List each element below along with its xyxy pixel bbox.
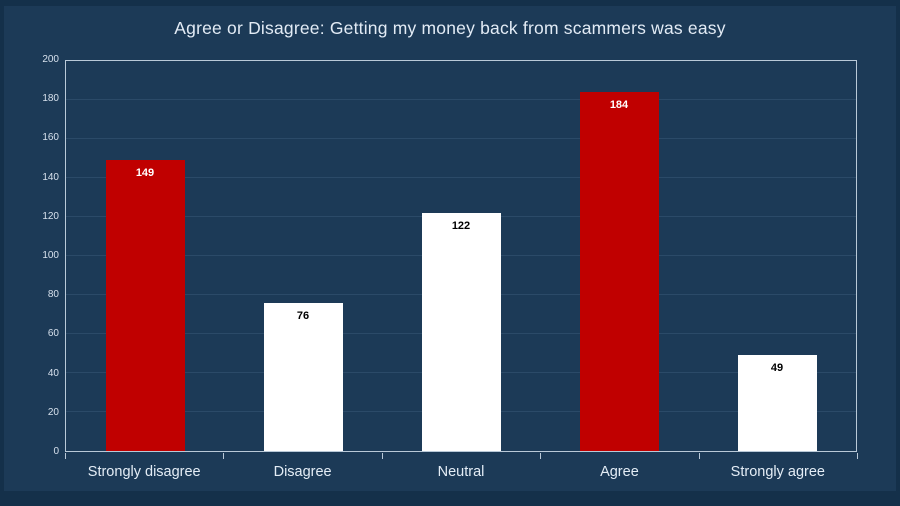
gridline <box>66 138 856 139</box>
x-category-label: Strongly disagree <box>87 464 201 480</box>
bar-data-label: 149 <box>135 167 155 180</box>
y-tick-label: 0 <box>53 446 59 457</box>
bar-data-label: 122 <box>451 220 471 233</box>
x-axis-category-labels: Strongly disagree Disagree Neutral Agree Str… <box>65 464 857 480</box>
x-axis-tick <box>857 453 858 459</box>
y-tick-label: 120 <box>42 210 59 222</box>
bar-slot: 76 <box>224 61 382 451</box>
bar-data-label: 49 <box>770 362 784 375</box>
y-tick-label: 160 <box>42 132 59 144</box>
y-tick-label: 40 <box>47 367 59 379</box>
bar-slot: 49 <box>698 61 856 451</box>
y-tick-label: 80 <box>47 289 59 301</box>
gridline <box>66 177 856 178</box>
x-axis-tick <box>65 453 66 459</box>
y-tick-label: 60 <box>47 328 59 340</box>
gridline <box>66 99 856 100</box>
bar-slot: 184 <box>540 61 698 451</box>
y-tick-label: 140 <box>42 171 59 183</box>
bar-disagree: 76 <box>263 302 343 451</box>
x-axis-tick <box>223 453 225 459</box>
bar-strongly-disagree: 149 <box>105 160 185 451</box>
chart-canvas: Agree or Disagree: Getting my money back… <box>4 6 896 491</box>
x-axis-tick <box>540 453 542 459</box>
y-tick-label: 180 <box>42 93 59 105</box>
bar-data-label: 76 <box>296 309 310 322</box>
bar-agree: 184 <box>579 92 659 451</box>
x-category-label: Agree <box>600 464 639 480</box>
y-tick-label: 200 <box>42 54 59 65</box>
plot-area: 149 76 122 184 49 <box>65 60 857 452</box>
bar-neutral: 122 <box>421 213 501 451</box>
x-axis-tick <box>381 453 383 459</box>
bar-slot: 122 <box>382 61 540 451</box>
x-axis-tick <box>698 453 700 459</box>
y-tick-label: 100 <box>42 250 59 261</box>
x-category-label: Disagree <box>273 464 332 480</box>
x-category-label: Strongly agree <box>730 464 825 480</box>
bar-slot: 149 <box>66 61 224 451</box>
bar-strongly-agree: 49 <box>737 355 817 451</box>
chart-title: Agree or Disagree: Getting my money back… <box>174 18 726 38</box>
bar-data-label: 184 <box>609 99 629 112</box>
y-tick-label: 20 <box>47 406 59 418</box>
x-category-label: Neutral <box>437 464 485 480</box>
